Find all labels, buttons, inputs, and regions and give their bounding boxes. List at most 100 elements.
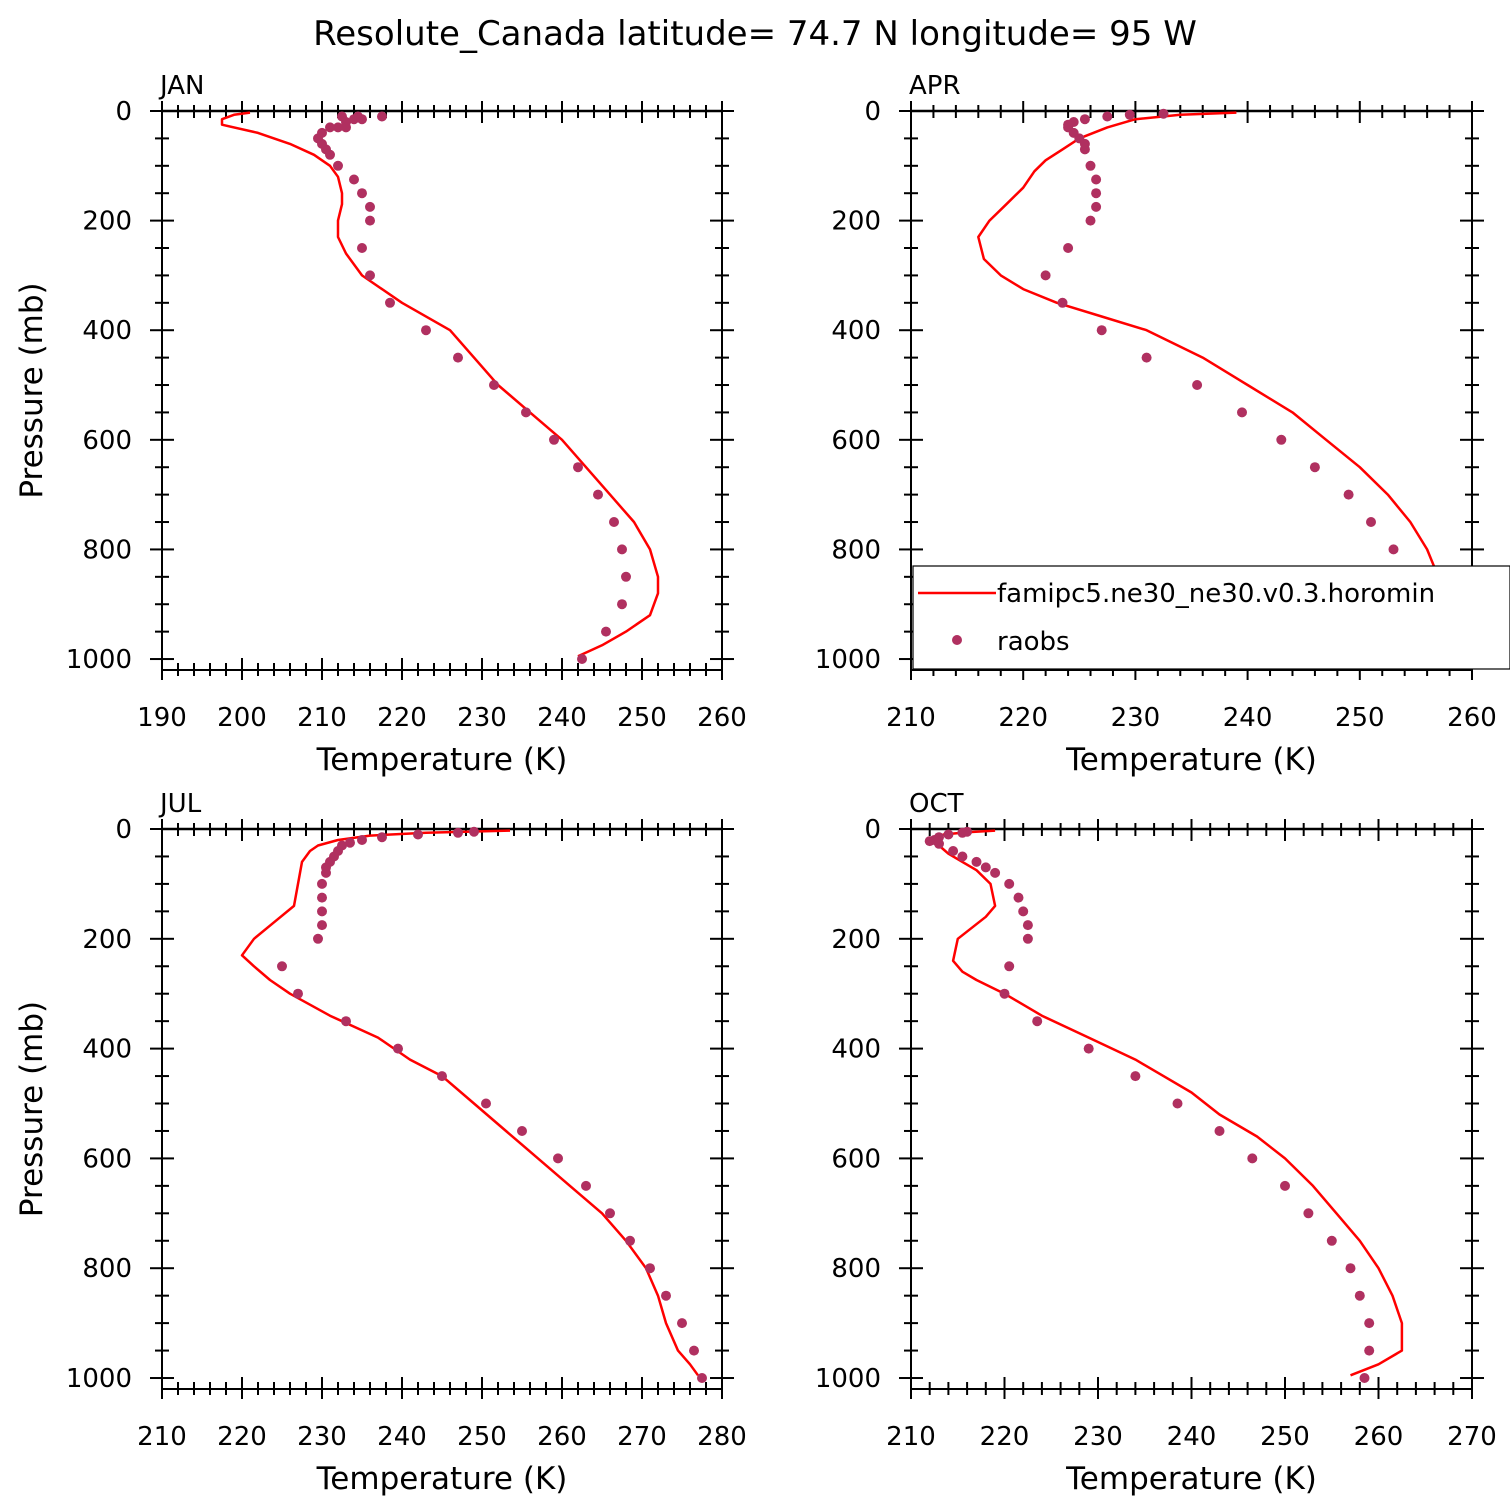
raobs-point <box>1326 1235 1337 1246</box>
raobs-point <box>1079 114 1090 125</box>
raobs-point <box>1085 215 1096 226</box>
raobs-point <box>948 846 959 856</box>
x-tick-label: 200 <box>217 703 267 733</box>
raobs-point <box>313 933 323 944</box>
raobs-point <box>605 1208 615 1219</box>
raobs-point <box>971 856 982 867</box>
raobs-point <box>1124 109 1135 120</box>
raobs-point <box>365 215 375 226</box>
raobs-point <box>1057 297 1068 308</box>
raobs-point <box>1079 144 1090 155</box>
raobs-point <box>413 829 423 840</box>
y-tick-label: 200 <box>831 925 881 955</box>
raobs-point <box>617 599 627 610</box>
x-tick-label: 280 <box>697 1422 747 1452</box>
raobs-point <box>1083 1043 1094 1054</box>
raobs-point <box>697 1373 707 1383</box>
x-axis-label: Temperature (K) <box>1065 742 1317 778</box>
raobs-point <box>573 462 583 473</box>
legend-box <box>912 565 1510 670</box>
raobs-point <box>521 407 531 418</box>
x-tick-label: 240 <box>377 1422 427 1452</box>
x-tick-label: 250 <box>617 703 667 733</box>
panel-jul: 210 220 230 240 250 260 270 280 0 200 400 600 800 100… <box>14 789 747 1497</box>
raobs-point <box>577 654 587 664</box>
y-tick-label: 0 <box>115 815 132 845</box>
x-tick-label: 240 <box>1223 703 1273 733</box>
model-profile-line <box>220 111 660 658</box>
raobs-point <box>293 988 303 999</box>
raobs-point <box>625 1235 635 1246</box>
raobs-point <box>980 862 991 873</box>
raobs-point <box>1214 1126 1225 1136</box>
raobs-point <box>357 114 367 125</box>
panel-oct: 210 220 230 240 250 260 270 0 200 400 600 800 1000 OC… <box>815 789 1497 1497</box>
plot-frame <box>161 828 723 1390</box>
x-tick-label: 270 <box>1447 1422 1497 1452</box>
panel-apr: 210 220 230 240 250 260 0 200 400 600 800 1000 APR Te… <box>815 71 1497 778</box>
raobs-point <box>393 1043 403 1054</box>
raobs-point <box>601 626 611 637</box>
model-profile-line <box>240 829 700 1377</box>
plot-frame <box>161 110 723 671</box>
x-tick-label: 220 <box>998 703 1048 733</box>
raobs-point <box>333 122 343 133</box>
raobs-point <box>421 325 431 336</box>
raobs-point <box>365 201 375 212</box>
raobs-point <box>1345 1263 1356 1274</box>
raobs-point <box>317 892 327 903</box>
raobs-point <box>469 826 479 837</box>
y-tick-label: 1000 <box>66 1364 132 1394</box>
x-tick-label: 260 <box>1447 703 1497 733</box>
y-tick-label: 600 <box>831 426 881 456</box>
y-tick-label: 400 <box>831 1035 881 1065</box>
raobs-point <box>1063 243 1074 253</box>
raobs-point <box>345 837 355 848</box>
y-tick-label: 200 <box>82 207 132 237</box>
panel-title: JUL <box>158 789 202 819</box>
raobs-point <box>943 829 954 840</box>
y-tick-label: 1000 <box>815 1364 881 1394</box>
y-axis-label: Pressure (mb) <box>14 1001 50 1217</box>
y-tick-label: 1000 <box>66 645 132 675</box>
x-tick-label: 210 <box>886 1422 936 1452</box>
raobs-point <box>317 878 327 889</box>
x-tick-label: 240 <box>1167 1422 1217 1452</box>
raobs-point <box>1032 1016 1043 1027</box>
raobs-point <box>1091 201 1102 212</box>
raobs-point <box>1276 434 1287 445</box>
raobs-point <box>1158 108 1169 119</box>
raobs-point <box>999 988 1010 999</box>
raobs-point <box>437 1071 447 1082</box>
panel-jan: 190 200 210 220 230 240 250 260 0 200 400 600 800 100… <box>14 71 747 778</box>
raobs-point <box>645 1263 655 1274</box>
raobs-point <box>1354 1290 1365 1301</box>
raobs-point <box>1192 380 1203 390</box>
raobs-point <box>661 1290 671 1301</box>
raobs-point <box>1364 1345 1375 1356</box>
raobs-point <box>990 867 1001 878</box>
raobs-point <box>1022 920 1033 931</box>
raobs-point <box>1004 878 1015 889</box>
y-tick-label: 800 <box>82 535 132 565</box>
raobs-point <box>317 920 327 931</box>
raobs-point <box>1303 1208 1314 1219</box>
raobs-point <box>341 1016 351 1027</box>
raobs-point <box>1247 1153 1258 1164</box>
raobs-point <box>385 297 395 308</box>
raobs-point <box>1280 1180 1290 1191</box>
raobs-point <box>593 489 603 500</box>
raobs-point <box>689 1345 699 1356</box>
raobs-point <box>317 906 327 917</box>
x-tick-label: 210 <box>297 703 347 733</box>
raobs-point <box>1004 961 1015 972</box>
raobs-point <box>609 517 619 527</box>
y-axis-label: Pressure (mb) <box>14 282 50 498</box>
legend: famipc5.ne30_ne30.v0.3.horomin raobs <box>912 565 1510 670</box>
raobs-point <box>924 836 935 847</box>
y-tick-label: 400 <box>82 1035 132 1065</box>
raobs-point <box>1141 352 1152 363</box>
figure-title: Resolute_Canada latitude= 74.7 N longitu… <box>313 14 1197 54</box>
raobs-point <box>1237 407 1247 418</box>
plot-frame <box>910 828 1473 1390</box>
